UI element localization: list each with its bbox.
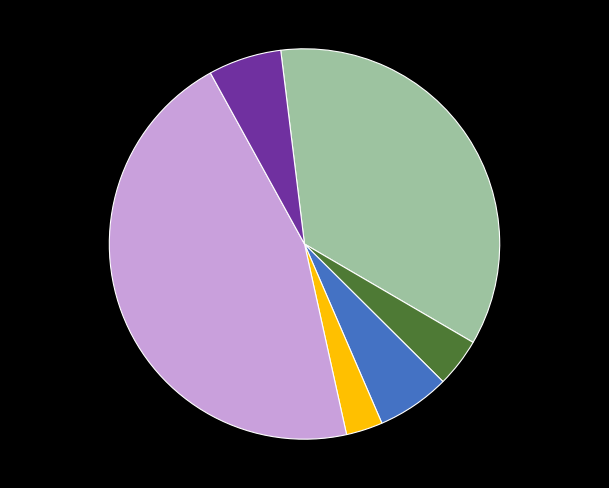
Wedge shape	[304, 244, 382, 435]
Wedge shape	[109, 73, 347, 439]
Wedge shape	[210, 50, 304, 244]
Wedge shape	[304, 244, 443, 423]
Wedge shape	[304, 244, 473, 382]
Wedge shape	[281, 49, 500, 343]
